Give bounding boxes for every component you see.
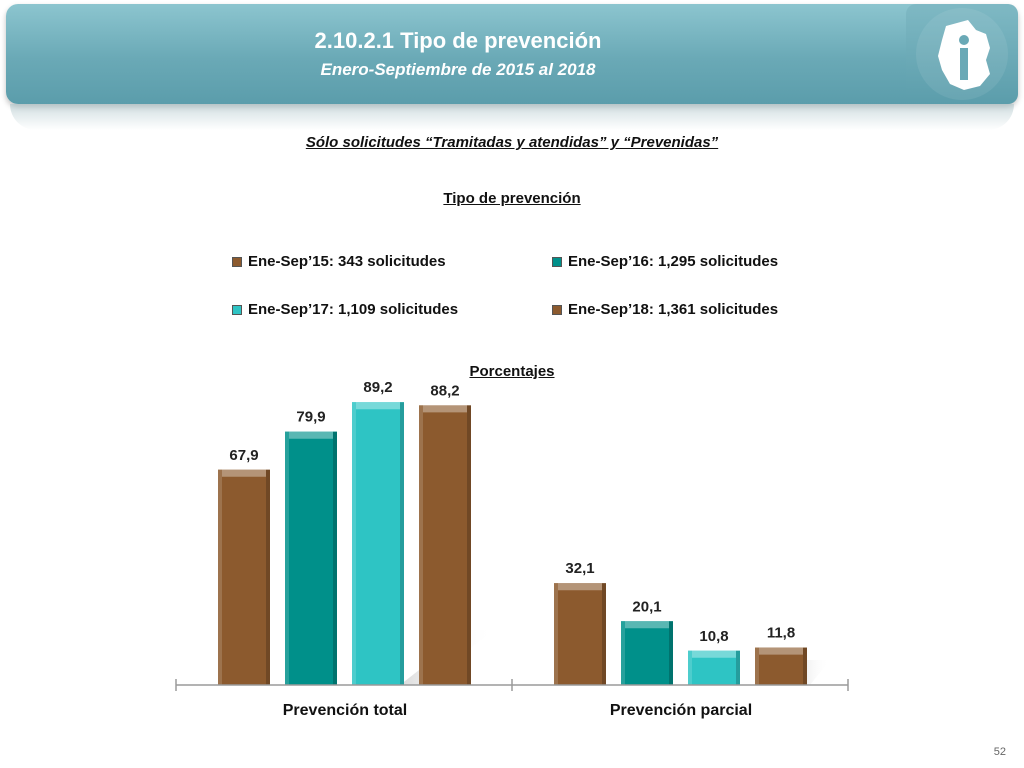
bar-parcial-2017-label: 10,8 (699, 628, 728, 645)
bar-total-2018-bevel-right (467, 405, 471, 685)
legend-swatch-2017 (232, 304, 242, 315)
bar-parcial-2015-bevel-left (554, 583, 558, 685)
bar-parcial-2018-label: 11,8 (767, 625, 795, 642)
bar-total-2017-bevel-left (352, 402, 356, 685)
bar-total-2015-bevel-top (218, 469, 270, 477)
bar-parcial-2017 (688, 650, 740, 685)
bar-total-2016-bevel-left (285, 431, 289, 685)
category-label-parcial: Prevención parcial (610, 702, 752, 719)
legend-label-2017: Ene-Sep’17: 1,109 solicitudes (248, 301, 459, 318)
units-heading: Porcentajes (469, 363, 555, 380)
bar-total-2018 (419, 405, 471, 685)
page-subtitle: Enero-Septiembre de 2015 al 2018 (320, 60, 596, 79)
bar-total-2015 (218, 469, 270, 685)
bar-parcial-2017-bevel-top (688, 650, 740, 658)
scope-heading: Sólo solicitudes “Tramitadas y atendidas… (305, 134, 719, 151)
bar-parcial-2015-bevel-top (554, 583, 606, 591)
bar-parcial-2017-bevel-right (736, 650, 740, 685)
legend-swatch-2018 (552, 304, 562, 315)
bar-total-2015-bevel-left (218, 469, 222, 685)
bar-parcial-2016-body (621, 621, 673, 685)
legend-label-2015: Ene-Sep’15: 343 solicitudes (248, 253, 446, 270)
bar-total-2018-bevel-left (419, 405, 423, 685)
bar-parcial-2018-body (755, 647, 807, 685)
bar-total-2016-bevel-right (333, 431, 337, 685)
legend-item-2018: Ene-Sep’18: 1,361 solicitudes (552, 301, 778, 318)
bar-parcial-2015-bevel-right (602, 583, 606, 685)
bar-total-2017-bevel-top (352, 402, 404, 410)
page-number: 52 (993, 746, 1006, 758)
bar-parcial-2016-label: 20,1 (632, 598, 661, 615)
bar-parcial-2018-bevel-right (803, 647, 807, 685)
page-title: 2.10.2.1 Tipo de prevención (314, 28, 602, 53)
chart-title: Tipo de prevención (443, 190, 581, 207)
bar-total-2016-bevel-top (285, 431, 337, 439)
bar-total-2017 (352, 402, 404, 685)
legend-item-2015: Ene-Sep’15: 343 solicitudes (232, 253, 446, 270)
bar-total-2017-label: 89,2 (363, 379, 392, 396)
bar-total-2016-label: 79,9 (296, 409, 325, 426)
category-label-total: Prevención total (283, 702, 407, 719)
floor-shadow-right (790, 660, 830, 685)
legend-label-2018: Ene-Sep’18: 1,361 solicitudes (568, 301, 779, 318)
bar-parcial-2015 (554, 583, 606, 685)
bar-total-2018-body (419, 405, 471, 685)
bar-total-2015-bevel-right (266, 469, 270, 685)
bar-parcial-2016-bevel-top (621, 621, 673, 629)
legend-swatch-2016 (552, 256, 562, 267)
header-banner (6, 4, 1018, 104)
bar-total-2016 (285, 431, 337, 685)
bar-parcial-2016-bevel-right (669, 621, 673, 685)
bar-total-2016-body (285, 431, 337, 685)
logo-panel (906, 4, 1018, 104)
bar-total-2017-body (352, 402, 404, 685)
bar-parcial-2017-body (688, 650, 740, 685)
legend-item-2016: Ene-Sep’16: 1,295 solicitudes (552, 253, 778, 270)
bar-total-2015-body (218, 469, 270, 685)
bar-parcial-2016-bevel-left (621, 621, 625, 685)
bar-total-2018-bevel-top (419, 405, 471, 413)
bar-total-2015-label: 67,9 (229, 447, 258, 464)
legend-label-2016: Ene-Sep’16: 1,295 solicitudes (568, 253, 779, 270)
city-map-info-logo-icon (916, 8, 1008, 100)
bar-parcial-2017-bevel-left (688, 650, 692, 685)
legend-swatch-2015 (232, 256, 242, 267)
bar-parcial-2018 (755, 647, 807, 685)
bar-parcial-2015-body (554, 583, 606, 685)
bar-total-2017-bevel-right (400, 402, 404, 685)
legend-item-2017: Ene-Sep’17: 1,109 solicitudes (232, 301, 458, 318)
header-shadow (10, 104, 1014, 130)
bar-parcial-2016 (621, 621, 673, 685)
bar-parcial-2018-bevel-left (755, 647, 759, 685)
bar-total-2018-label: 88,2 (430, 382, 459, 399)
bar-parcial-2015-label: 32,1 (565, 560, 594, 577)
floor-shadow (400, 630, 495, 685)
bar-parcial-2018-bevel-top (755, 647, 807, 655)
